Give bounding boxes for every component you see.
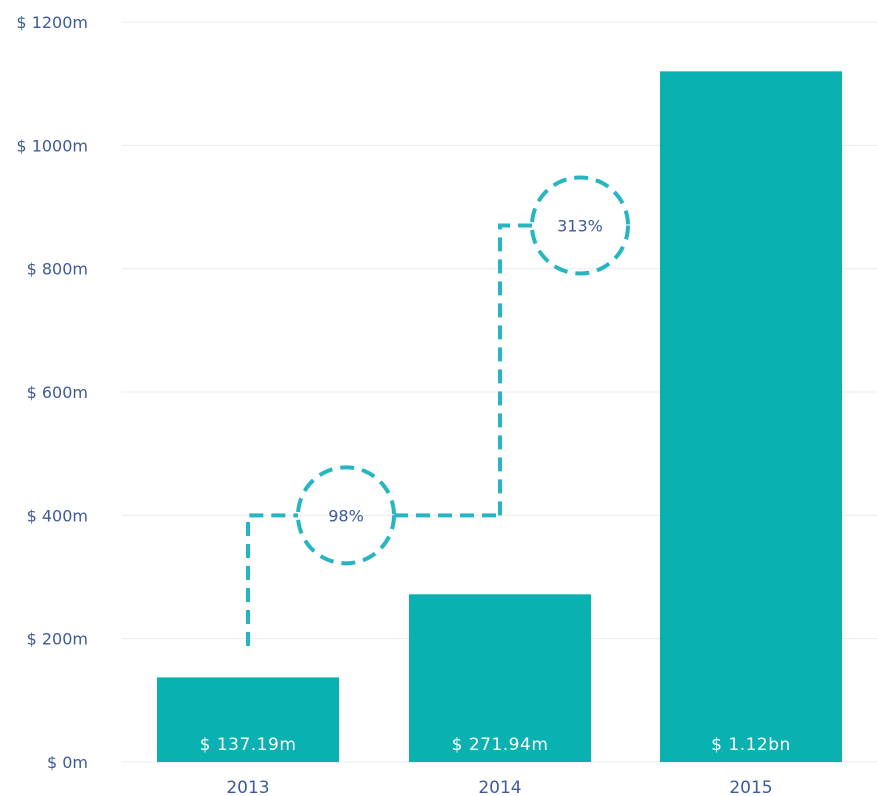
growth-connector xyxy=(498,223,532,516)
x-axis: 2013 2014 2015 xyxy=(226,778,772,796)
growth-annotations: 98% 313% xyxy=(246,175,630,646)
bar-2015 xyxy=(660,71,842,763)
growth-label: 313% xyxy=(557,217,603,236)
bar-value-label: $ 1.12bn xyxy=(711,735,791,755)
x-tick-label: 2013 xyxy=(226,778,269,796)
y-tick-label: $ 400m xyxy=(27,506,88,525)
y-tick-label: $ 600m xyxy=(27,383,88,402)
growth-circle xyxy=(296,465,396,566)
bar-value-label: $ 137.19m xyxy=(200,735,297,755)
growth-connector xyxy=(246,513,298,646)
bars: $ 137.19m $ 271.94m $ 1.12bn xyxy=(157,71,842,763)
bar-2014 xyxy=(409,594,591,762)
x-tick-label: 2014 xyxy=(478,778,521,796)
y-tick-label: $ 200m xyxy=(27,630,88,649)
x-tick-label: 2015 xyxy=(729,778,772,796)
y-tick-label: $ 0m xyxy=(47,753,88,772)
y-tick-label: $ 1200m xyxy=(16,13,88,32)
bar-value-label: $ 271.94m xyxy=(452,735,549,755)
growth-label: 98% xyxy=(328,506,364,525)
y-axis: $ 0m $ 200m $ 400m $ 600m $ 800m $ 1000m $ 120… xyxy=(16,13,88,772)
bar-2013 xyxy=(157,677,339,762)
y-tick-label: $ 800m xyxy=(27,260,88,279)
y-tick-label: $ 1000m xyxy=(16,136,88,155)
growth-circle xyxy=(530,175,630,276)
